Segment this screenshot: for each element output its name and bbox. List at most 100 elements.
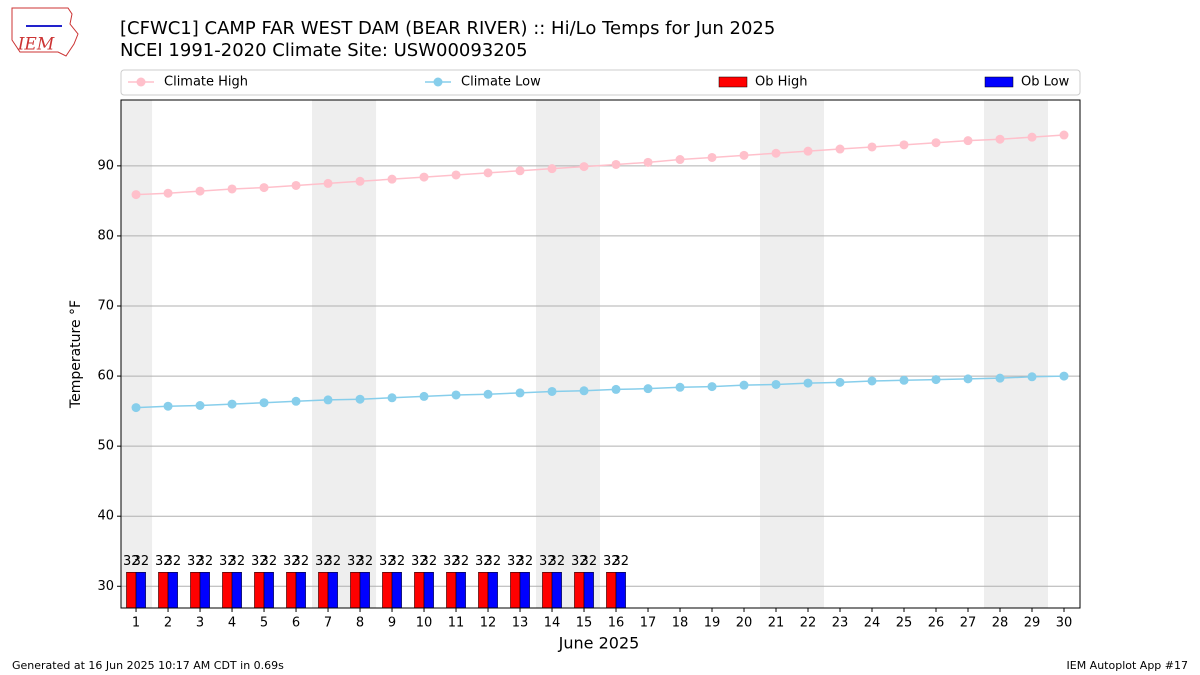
x-tick-label: 18 [672, 616, 689, 631]
point [131, 190, 141, 200]
value-label: 32 [421, 554, 438, 569]
point [771, 379, 781, 389]
bar [295, 572, 306, 608]
value-label: 32 [389, 554, 406, 569]
point [1059, 130, 1069, 140]
point [739, 380, 749, 390]
bar [231, 572, 242, 608]
legend-label: Climate Low [461, 75, 541, 90]
value-label: 32 [549, 554, 566, 569]
bar [446, 572, 457, 608]
x-tick-label: 10 [416, 616, 433, 631]
point [387, 393, 397, 403]
value-label: 32 [517, 554, 534, 569]
point [323, 178, 333, 188]
legend-marker [136, 77, 146, 87]
bar [414, 572, 425, 608]
x-tick-label: 25 [896, 616, 913, 631]
y-tick-label: 40 [97, 509, 114, 524]
point [323, 395, 333, 405]
point [899, 140, 909, 150]
bar [254, 572, 265, 608]
bar [615, 572, 626, 608]
x-tick-label: 24 [864, 616, 881, 631]
y-axis-label: Temperature °F [68, 300, 84, 409]
x-tick-label: 11 [448, 616, 465, 631]
y-tick-label: 80 [97, 228, 114, 243]
weekend-band [984, 100, 1049, 608]
x-tick-label: 23 [832, 616, 849, 631]
bar [158, 572, 169, 608]
point [739, 150, 749, 160]
point [131, 403, 141, 413]
point [547, 386, 557, 396]
value-label: 32 [123, 554, 140, 569]
point [259, 398, 269, 408]
footer-right: IEM Autoplot App #17 [1067, 659, 1189, 672]
value-label: 32 [411, 554, 428, 569]
plot-frame [120, 99, 1081, 609]
logo-text: IEM [17, 35, 55, 55]
x-tick-label: 20 [736, 616, 753, 631]
point [675, 382, 685, 392]
value-label: 32 [197, 554, 214, 569]
bar [542, 572, 553, 608]
value-label: 32 [251, 554, 268, 569]
weekend-band [760, 100, 825, 608]
point [291, 180, 301, 190]
point [803, 146, 813, 156]
point [355, 176, 365, 186]
point [803, 378, 813, 388]
value-label: 32 [133, 554, 150, 569]
x-tick-label: 16 [608, 616, 625, 631]
x-tick-label: 22 [800, 616, 817, 631]
point [227, 184, 237, 194]
value-label: 32 [219, 554, 236, 569]
point [1059, 371, 1069, 381]
point [547, 164, 557, 174]
point [387, 174, 397, 184]
value-label: 32 [539, 554, 556, 569]
value-label: 32 [507, 554, 524, 569]
value-label: 32 [229, 554, 246, 569]
x-tick-label: 15 [576, 616, 593, 631]
point [771, 148, 781, 158]
x-tick-label: 9 [388, 616, 396, 631]
bar [487, 572, 498, 608]
point [899, 375, 909, 385]
bar [382, 572, 393, 608]
point [707, 152, 717, 162]
x-tick-label: 7 [324, 616, 332, 631]
value-label: 32 [357, 554, 374, 569]
value-label: 32 [453, 554, 470, 569]
point [451, 390, 461, 400]
y-tick-label: 70 [97, 299, 114, 314]
point [867, 376, 877, 386]
point [227, 399, 237, 409]
point [995, 134, 1005, 144]
point [931, 138, 941, 148]
point [483, 389, 493, 399]
x-tick-label: 12 [480, 616, 497, 631]
x-tick-label: 17 [640, 616, 657, 631]
point [163, 188, 173, 198]
value-label: 32 [571, 554, 588, 569]
value-label: 32 [379, 554, 396, 569]
bar [359, 572, 370, 608]
bar [190, 572, 201, 608]
bar [606, 572, 617, 608]
value-label: 32 [187, 554, 204, 569]
bar [551, 572, 562, 608]
point [963, 374, 973, 384]
point [195, 401, 205, 411]
y-tick-label: 30 [97, 579, 114, 594]
value-label: 32 [475, 554, 492, 569]
bar [126, 572, 137, 608]
legend-label: Ob Low [1021, 75, 1070, 90]
point [259, 183, 269, 193]
x-tick-label: 30 [1056, 616, 1073, 631]
value-label: 32 [485, 554, 502, 569]
chart-title: [CFWC1] CAMP FAR WEST DAM (BEAR RIVER) :… [120, 18, 775, 39]
point [675, 155, 685, 165]
